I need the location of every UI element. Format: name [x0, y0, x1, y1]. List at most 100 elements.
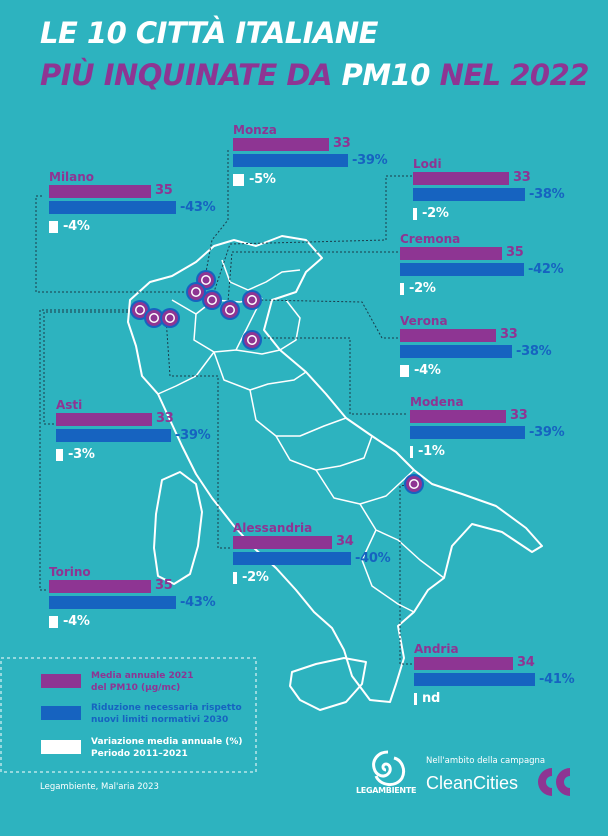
- city-block-torino: Torino 35 -43% -4%: [49, 565, 239, 645]
- leader-cremona: [227, 251, 398, 303]
- bar-variation: [49, 616, 58, 628]
- leader-milano: [35, 195, 192, 293]
- title-line-2-part-3: NEL 2022: [429, 58, 590, 92]
- bar-reduction: [49, 596, 176, 609]
- legend: Media annuale 2021 del PM10 (µg/mc) Ridu…: [1, 658, 256, 772]
- city-block-monza: Monza 33 -39% -5%: [233, 123, 423, 203]
- value-pm10: 33: [513, 170, 531, 185]
- bar-variation: [413, 208, 417, 220]
- legend-label-reduction: Riduzione necessaria rispetto nuovi limi…: [91, 703, 242, 725]
- cleancities-logo-icon: [538, 768, 570, 796]
- value-variation: -4%: [63, 614, 90, 629]
- value-pm10: 34: [517, 655, 535, 670]
- value-pm10: 35: [155, 183, 173, 198]
- city-name: Torino: [49, 565, 91, 579]
- city-name: Asti: [56, 398, 83, 412]
- source-credit: Legambiente, Mal'aria 2023: [40, 782, 159, 792]
- value-reduction: -39%: [529, 425, 565, 440]
- value-pm10: 33: [156, 411, 174, 426]
- bar-reduction: [233, 154, 348, 167]
- leader-modena: [254, 337, 406, 415]
- bar-pm10: [414, 657, 513, 670]
- bar-variation: [56, 449, 63, 461]
- bar-pm10: [49, 185, 151, 198]
- bar-pm10: [56, 413, 152, 426]
- marker-andria: [404, 474, 424, 494]
- bar-reduction: [410, 426, 525, 439]
- leader-asti: [43, 311, 150, 425]
- title-line-2: PIÙ INQUINATE DA PM10 NEL 2022: [40, 58, 589, 92]
- value-reduction: -38%: [516, 344, 552, 359]
- value-variation: -1%: [418, 444, 445, 459]
- leader-alessandria: [165, 317, 230, 549]
- bar-reduction: [56, 429, 171, 442]
- value-variation: -3%: [68, 447, 95, 462]
- bar-pm10: [400, 329, 496, 342]
- marker-modena: [242, 330, 262, 350]
- bar-variation: [400, 365, 409, 377]
- value-variation: -2%: [422, 206, 449, 221]
- value-pm10: 35: [506, 245, 524, 260]
- city-name: Andria: [414, 642, 459, 656]
- city-block-modena: Modena 33 -39% -1%: [410, 395, 600, 475]
- city-block-milano: Milano 35 -43% -4%: [49, 170, 239, 250]
- legambiente-logo-icon: [372, 750, 406, 786]
- legend-swatch-variation: [41, 740, 81, 754]
- bar-reduction: [233, 552, 351, 565]
- value-reduction: -43%: [180, 200, 216, 215]
- bar-variation: [414, 693, 417, 705]
- marker-alessandria: [160, 308, 180, 328]
- value-pm10: 33: [500, 327, 518, 342]
- sicily-outline: [289, 657, 367, 711]
- leader-verona: [259, 299, 398, 339]
- bar-reduction: [414, 673, 535, 686]
- legend-frame: [0, 657, 257, 773]
- leader-lodi: [211, 175, 412, 299]
- bar-reduction: [413, 188, 525, 201]
- value-pm10: 34: [336, 534, 354, 549]
- bar-pm10: [413, 172, 509, 185]
- legambiente-logo-text: LEGAMBIENTE: [356, 786, 417, 795]
- bar-variation: [400, 283, 404, 295]
- value-pm10: 33: [510, 408, 528, 423]
- city-block-verona: Verona 33 -38% -4%: [400, 314, 590, 394]
- bar-pm10: [400, 247, 502, 260]
- value-variation: -4%: [63, 219, 90, 234]
- value-variation: nd: [422, 691, 440, 706]
- bar-reduction: [400, 263, 524, 276]
- bar-variation: [233, 174, 244, 186]
- city-name: Verona: [400, 314, 448, 328]
- legend-swatch-reduction: [41, 706, 81, 720]
- value-reduction: -43%: [180, 595, 216, 610]
- title-line-2-part-1: PIÙ INQUINATE DA: [40, 58, 342, 92]
- legend-label-pm10: Media annuale 2021 del PM10 (µg/mc): [91, 671, 194, 693]
- value-pm10: 33: [333, 136, 351, 151]
- bar-pm10: [410, 410, 506, 423]
- city-name: Lodi: [413, 157, 442, 171]
- marker-asti: [144, 308, 164, 328]
- value-variation: -2%: [409, 281, 436, 296]
- value-variation: -2%: [242, 570, 269, 585]
- city-block-alessandria: Alessandria 34 -40% -2%: [233, 521, 423, 601]
- cleancities-logo-text: CleanCities: [426, 773, 519, 793]
- bar-reduction: [49, 201, 176, 214]
- title-line-1: LE 10 CITTÀ ITALIANE: [40, 16, 379, 50]
- marker-cremona: [220, 300, 240, 320]
- city-block-lodi: Lodi 33 -38% -2%: [413, 157, 603, 237]
- city-block-andria: Andria 34 -41% nd: [414, 642, 604, 722]
- value-reduction: -39%: [175, 428, 211, 443]
- bar-variation: [410, 446, 413, 458]
- bar-pm10: [233, 138, 329, 151]
- marker-verona: [242, 290, 262, 310]
- title-line-2-part-2: PM10: [341, 58, 430, 92]
- campaign-caption: Nell'ambito della campagna: [426, 756, 546, 766]
- legend-label-variation: Variazione media annuale (%) Periodo 201…: [91, 737, 243, 759]
- city-block-asti: Asti 33 -39% -3%: [56, 398, 246, 478]
- city-name: Monza: [233, 123, 277, 137]
- bar-reduction: [400, 345, 512, 358]
- leader-torino: [39, 309, 138, 591]
- bar-pm10: [233, 536, 332, 549]
- value-reduction: -42%: [528, 262, 564, 277]
- city-name: Milano: [49, 170, 95, 184]
